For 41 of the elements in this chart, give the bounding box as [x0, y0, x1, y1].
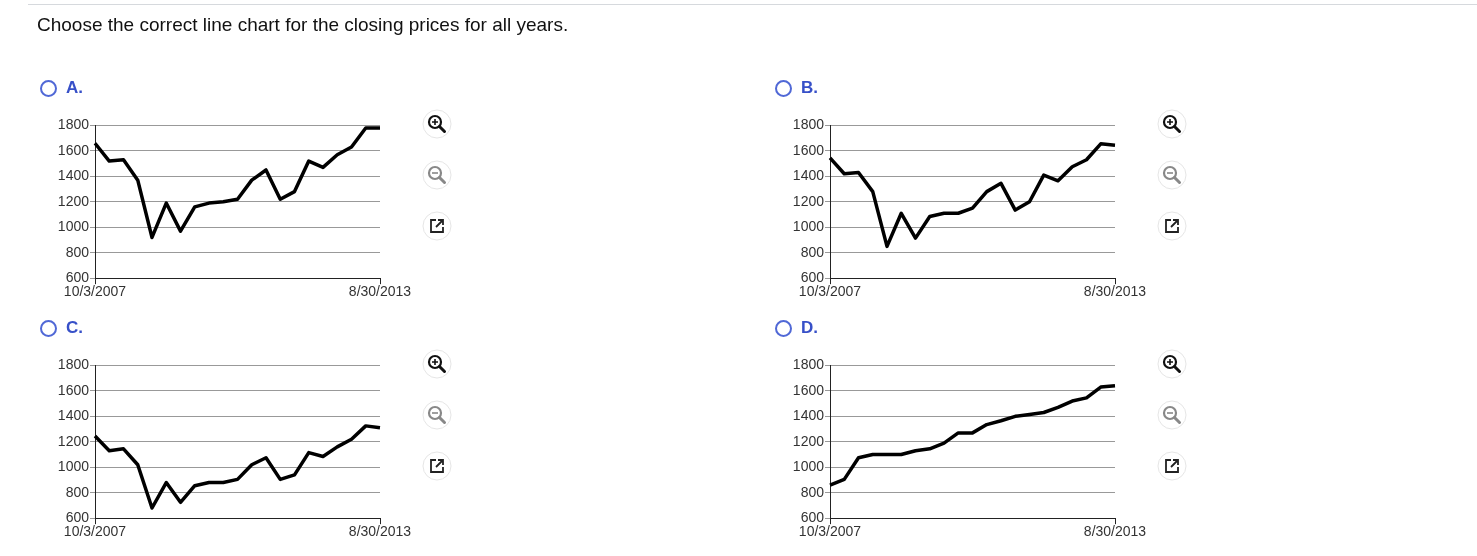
- y-tick-label: 1800: [792, 356, 825, 373]
- x-tick-label: 8/30/2013: [1083, 523, 1147, 540]
- y-tick-label: 1600: [792, 381, 825, 398]
- y-tick-label: 1400: [57, 167, 90, 184]
- y-tick-label: 1000: [792, 218, 825, 235]
- y-tick-label: 1000: [792, 458, 825, 475]
- y-tick-label: 600: [65, 509, 90, 526]
- y-tick-label: 800: [800, 243, 825, 260]
- y-tick-label: 1800: [57, 356, 90, 373]
- chart-title: D.: [801, 318, 818, 338]
- y-tick-label: 1600: [792, 141, 825, 158]
- x-tick-label: 10/3/2007: [63, 283, 127, 300]
- x-tick-label: 8/30/2013: [1083, 283, 1147, 300]
- y-tick-label: 600: [800, 509, 825, 526]
- y-tick-label: 1200: [57, 192, 90, 209]
- y-tick-label: 600: [800, 269, 825, 286]
- y-tick-label: 600: [65, 269, 90, 286]
- x-tick-label: 8/30/2013: [348, 523, 412, 540]
- chart-title: A.: [66, 78, 83, 98]
- y-tick-label: 1800: [792, 116, 825, 133]
- text: Choose the correct line chart for the closing prices for all years.: [37, 14, 569, 36]
- x-tick-label: 10/3/2007: [798, 283, 862, 300]
- y-tick-label: 1400: [792, 407, 825, 424]
- x-tick-label: 10/3/2007: [63, 523, 127, 540]
- y-tick-label: 1800: [57, 116, 90, 133]
- y-tick-label: 1200: [792, 432, 825, 449]
- y-tick-label: 800: [65, 243, 90, 260]
- y-tick-label: 1000: [57, 218, 90, 235]
- y-tick-label: 1400: [792, 167, 825, 184]
- y-tick-label: 1600: [57, 141, 90, 158]
- y-tick-label: 800: [65, 483, 90, 500]
- y-tick-label: 1400: [57, 407, 90, 424]
- x-tick-label: 10/3/2007: [798, 523, 862, 540]
- y-tick-label: 1200: [792, 192, 825, 209]
- x-tick-label: 8/30/2013: [348, 283, 412, 300]
- y-tick-label: 1000: [57, 458, 90, 475]
- y-tick-label: 1200: [57, 432, 90, 449]
- chart-title: C.: [66, 318, 83, 338]
- chart-title: B.: [801, 78, 818, 98]
- y-tick-label: 1600: [57, 381, 90, 398]
- y-tick-label: 800: [800, 483, 825, 500]
